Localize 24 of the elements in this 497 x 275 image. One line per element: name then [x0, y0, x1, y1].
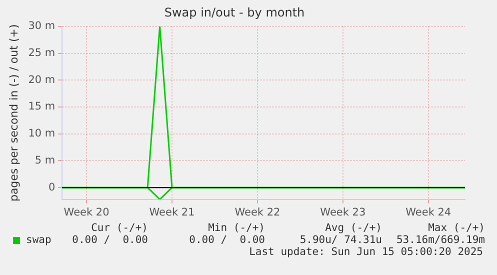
text: Avg (-/+): [325, 222, 382, 234]
text: 53.16m/669.19m: [396, 234, 485, 246]
y-tick-label: 15 m: [28, 100, 56, 113]
x-tick-label: Week 23: [320, 206, 366, 218]
y-tick-label: 5 m: [34, 154, 56, 166]
text: 5.90u/ 74.31u: [300, 234, 382, 246]
x-tick-label: Week 24: [406, 206, 452, 218]
text: Min (-/+): [208, 222, 265, 234]
y-axis-title: pages per second in (-) / out (+): [7, 24, 20, 202]
chart-title: Swap in/out - by month: [164, 5, 305, 20]
y-tick-label: 0: [48, 181, 56, 194]
text: Cur (-/+): [91, 222, 148, 234]
text: Last update: Sun Jun 15 05:00:20 2025: [249, 246, 483, 258]
x-tick-label: Week 21: [149, 206, 195, 218]
text: 0.00 / 0.00: [189, 234, 265, 246]
text: 0.00 / 0.00: [72, 234, 148, 246]
x-tick-label: Week 20: [64, 206, 110, 218]
x-tick-label: Week 22: [234, 206, 280, 218]
legend-label: swap: [26, 234, 52, 246]
y-tick-label: 25 m: [28, 47, 56, 59]
y-tick-label: 30 m: [28, 20, 56, 32]
y-tick-label: 10 m: [28, 128, 56, 140]
text: Max (-/+): [428, 222, 485, 234]
y-tick-label: 20 m: [28, 74, 56, 86]
